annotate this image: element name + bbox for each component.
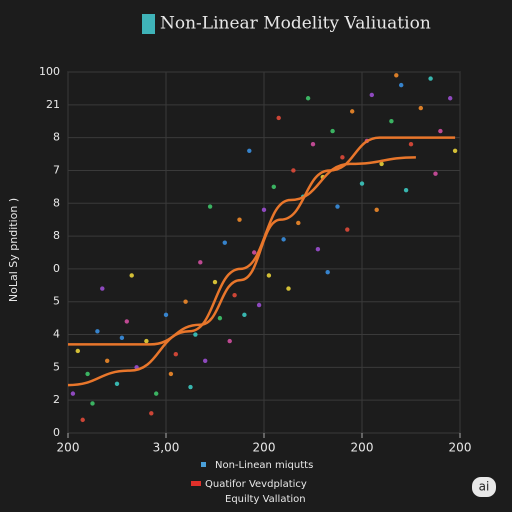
point xyxy=(305,96,311,101)
point xyxy=(207,204,213,209)
badge-bg xyxy=(472,477,496,497)
point xyxy=(222,240,227,245)
point xyxy=(296,220,301,226)
point xyxy=(433,171,438,176)
legend-swatch xyxy=(201,462,206,467)
point xyxy=(149,411,154,416)
y-tick-label: 4 xyxy=(53,328,60,341)
y-tick-label: 8 xyxy=(53,229,60,242)
y-tick-label: 2 xyxy=(53,393,60,406)
point xyxy=(124,319,129,324)
point xyxy=(100,286,105,291)
x-tick-label: 200 xyxy=(253,441,276,455)
y-tick-label: 21 xyxy=(46,98,60,111)
point xyxy=(399,82,404,88)
x-tick-label: 200 xyxy=(57,441,80,455)
point xyxy=(408,142,414,147)
point xyxy=(203,358,208,363)
point xyxy=(70,391,76,396)
point xyxy=(291,168,296,173)
point xyxy=(144,338,149,344)
point xyxy=(232,292,237,298)
y-tick-label: 7 xyxy=(53,163,60,176)
point xyxy=(325,269,330,275)
point xyxy=(173,352,178,357)
point xyxy=(256,302,262,308)
point xyxy=(90,401,95,406)
point xyxy=(448,96,453,101)
point xyxy=(418,105,423,111)
y-tick-label: 0 xyxy=(53,426,60,439)
legend-label: Equilty Vallation xyxy=(225,494,306,505)
legend-label: Quatifor Vevdplaticy xyxy=(205,479,307,490)
point xyxy=(261,207,267,213)
point xyxy=(252,250,257,255)
point xyxy=(154,391,159,396)
point xyxy=(163,312,169,318)
point xyxy=(394,73,399,78)
point xyxy=(428,76,433,81)
point xyxy=(85,371,90,377)
point xyxy=(330,128,335,134)
point xyxy=(188,384,193,390)
point xyxy=(340,155,345,160)
point xyxy=(403,187,409,193)
point xyxy=(389,119,394,124)
point xyxy=(183,299,188,304)
point xyxy=(75,348,81,354)
point xyxy=(335,204,340,209)
point xyxy=(168,371,174,377)
point xyxy=(193,332,198,337)
point xyxy=(271,184,276,190)
legend-swatch xyxy=(191,481,201,486)
point xyxy=(276,115,281,121)
legend-label: Non-Linean miqutts xyxy=(215,460,313,471)
chart-title: Non-Linear Modelity Valiuation xyxy=(160,14,431,34)
point xyxy=(374,207,379,213)
point xyxy=(452,148,458,153)
y-axis-label: NoLal Sy pndition ) xyxy=(7,198,20,302)
point xyxy=(379,161,384,167)
point xyxy=(286,286,291,291)
point xyxy=(217,315,223,321)
point xyxy=(105,358,110,363)
point xyxy=(310,142,316,147)
point xyxy=(359,181,365,186)
point xyxy=(119,335,125,341)
point xyxy=(242,312,247,318)
point xyxy=(266,273,272,278)
x-tick-label: 200 xyxy=(351,441,374,455)
ai-badge: ai xyxy=(472,477,496,497)
y-tick-label: 100 xyxy=(39,65,60,78)
point xyxy=(212,279,218,285)
point xyxy=(237,217,242,222)
point xyxy=(247,148,252,153)
x-tick-label: 3,00 xyxy=(153,441,180,455)
point xyxy=(80,417,85,423)
point xyxy=(345,227,350,232)
badge-text: ai xyxy=(479,480,490,494)
point xyxy=(227,338,232,344)
point xyxy=(369,92,374,98)
y-tick-label: 5 xyxy=(53,360,60,373)
y-tick-label: 5 xyxy=(53,295,60,308)
fit-line xyxy=(67,156,416,387)
point xyxy=(315,247,321,252)
point xyxy=(114,381,120,386)
y-tick-label: 8 xyxy=(53,196,60,209)
point xyxy=(438,128,443,134)
title-marker xyxy=(142,14,155,34)
y-tick-label: 0 xyxy=(53,262,60,275)
point xyxy=(129,273,134,278)
point xyxy=(350,109,355,114)
point xyxy=(95,329,100,334)
x-tick-label: 200 xyxy=(449,441,472,455)
point xyxy=(198,260,203,265)
y-tick-label: 8 xyxy=(53,131,60,144)
point xyxy=(281,237,286,242)
